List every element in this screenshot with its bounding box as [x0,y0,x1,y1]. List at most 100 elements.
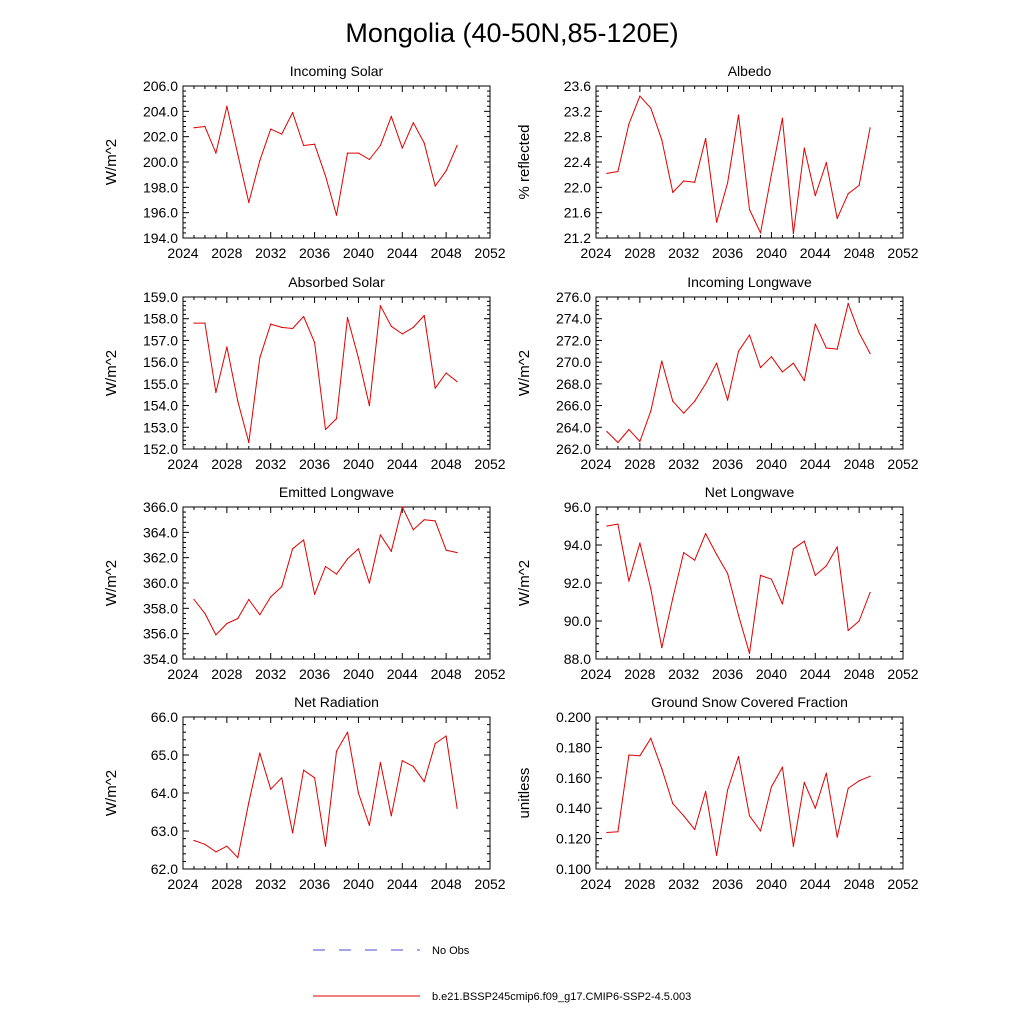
data-point [357,357,360,359]
data-point [639,542,641,544]
data-point [814,194,816,197]
y-tick-label: 157.0 [143,332,178,348]
data-point [237,857,239,859]
data-point [215,152,217,154]
data-point [726,182,729,184]
data-point [434,185,436,187]
y-tick-label: 274.0 [556,311,591,327]
plot-frame [595,85,904,239]
y-tick-label: 63.0 [151,823,178,839]
panel-emitted-longwave: Emitted Longwave 2024 2028 2032 2036 2040 2044… [103,484,506,682]
data-point [237,400,239,402]
x-tick-label: 2032 [255,876,286,892]
y-tick-label: 158.0 [143,311,178,327]
x-tick-label: 2040 [756,245,787,261]
panel-title: Emitted Longwave [279,484,394,500]
data-point [335,214,338,216]
data-point [869,352,871,355]
y-tick-label: 96.0 [564,499,591,515]
data-point [423,519,425,521]
data-point [628,580,630,582]
data-point [792,548,794,550]
data-point [650,410,652,412]
data-point [770,786,773,788]
data-point [379,144,381,147]
x-tick-label: 2048 [844,456,875,472]
series-line [606,523,871,654]
data-point [825,565,827,567]
data-point [346,558,349,560]
x-tick-label: 2044 [387,876,418,892]
data-point [792,232,794,235]
plot-frame [182,716,491,870]
y-axis-label: W/m^2 [516,560,533,606]
y-tick-label: 62.0 [151,861,178,877]
data-point [226,622,228,625]
data-point [814,323,816,325]
data-point [379,305,381,307]
y-tick-label: 64.0 [151,785,178,801]
x-tick-label: 2028 [211,876,242,892]
data-point [737,350,740,352]
data-point [803,540,805,542]
data-point [847,787,849,790]
data-point [292,548,294,550]
y-tick-label: 21.6 [564,205,591,221]
x-tick-label: 2028 [624,876,655,892]
data-point [412,529,414,531]
data-point [770,578,773,580]
x-tick-label: 2048 [431,666,462,682]
plot-frame [182,506,491,660]
data-point [303,144,305,147]
data-point [781,117,783,119]
data-point [281,326,283,328]
x-tick-label: 2040 [343,245,374,261]
data-point [737,114,740,116]
y-tick-label: 90.0 [564,613,591,629]
data-point [759,366,762,369]
panel-absorbed-solar: Absorbed Solar 2024 2028 2032 2036 2040 2044 20… [103,274,506,472]
x-tick-label: 2032 [255,456,286,472]
data-point [737,614,740,616]
y-axis-label: unitless [516,768,533,819]
data-point [737,755,740,758]
data-point [650,107,652,109]
y-tick-label: 23.6 [564,78,591,94]
y-tick-label: 23.2 [564,103,591,119]
x-tick-label: 2052 [474,876,505,892]
x-tick-label: 2044 [800,245,831,261]
data-point [869,127,871,129]
x-tick-label: 2024 [580,666,611,682]
data-point [204,322,206,324]
series-line [194,305,458,443]
data-point [770,356,773,358]
data-point [617,441,619,444]
data-point [705,790,707,793]
data-point [368,582,370,584]
data-point [748,815,751,817]
data-point [716,854,718,856]
data-point [324,428,327,431]
panel-title: Ground Snow Covered Fraction [651,694,848,710]
data-point [368,824,370,826]
data-point [434,520,436,522]
data-point [628,754,630,756]
series-line [193,105,458,216]
x-tick-label: 2028 [211,245,242,261]
y-axis-label: W/m^2 [103,560,120,606]
data-point [705,383,707,385]
data-point [237,153,239,155]
y-tick-label: 202.0 [143,129,178,145]
data-point [368,404,370,407]
y-tick-label: 268.0 [556,376,591,392]
data-point [617,831,619,833]
data-point [434,743,436,745]
x-tick-label: 2024 [167,456,198,472]
data-point [683,815,685,817]
x-tick-label: 2036 [299,666,330,682]
panel-albedo: Albedo 2024 2028 2032 2036 2040 2044 2048 2052 21… [516,63,919,261]
data-point [759,830,762,832]
x-tick-label: 2024 [580,876,611,892]
data-point [661,360,663,362]
y-tick-label: 200.0 [143,154,178,170]
